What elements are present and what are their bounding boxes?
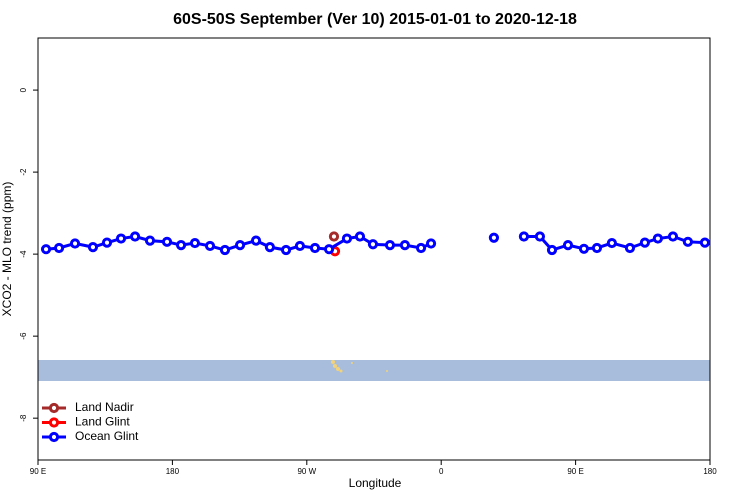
point <box>129 231 141 242</box>
point <box>518 231 530 242</box>
point <box>323 244 335 255</box>
point <box>639 237 650 248</box>
legend-label: Land Glint <box>75 415 130 429</box>
point <box>101 237 113 248</box>
point <box>189 237 201 249</box>
point <box>624 242 636 254</box>
point <box>578 243 590 254</box>
legend-label: Land Nadir <box>75 400 134 414</box>
point <box>682 236 693 247</box>
y-tick-label: -8 <box>19 414 28 422</box>
y-axis-label: XCO2 - MLO trend (ppm) <box>0 182 14 317</box>
point <box>175 240 187 251</box>
point <box>546 244 558 256</box>
y-tick-label: -2 <box>19 168 28 176</box>
x-tick-label: 90 E <box>30 467 46 476</box>
point <box>367 239 379 250</box>
map-land <box>331 360 388 373</box>
x-tick-label: 90 W <box>297 467 316 476</box>
plot-frame <box>37 37 711 461</box>
point <box>53 242 65 254</box>
point <box>69 238 81 249</box>
point <box>250 235 262 246</box>
point <box>294 240 306 252</box>
point <box>161 236 173 247</box>
point <box>341 233 353 244</box>
x-tick-label: 180 <box>703 467 717 476</box>
point <box>534 231 546 242</box>
point <box>667 231 679 242</box>
x-tick-label: 90 E <box>567 467 583 476</box>
point <box>204 240 216 252</box>
point <box>264 242 276 253</box>
x-axis-label: Longitude <box>349 476 402 490</box>
point <box>415 242 427 254</box>
point <box>606 237 617 249</box>
point <box>384 240 396 251</box>
legend-marker <box>48 402 60 414</box>
point <box>87 242 99 253</box>
point <box>562 240 574 251</box>
point <box>488 232 500 243</box>
y-tick-label: -4 <box>19 250 28 258</box>
point <box>40 244 52 255</box>
legend-marker <box>48 417 60 428</box>
point <box>652 233 663 244</box>
y-tick-label: 0 <box>19 87 28 92</box>
point <box>144 235 156 246</box>
point <box>234 240 246 251</box>
point <box>354 231 366 242</box>
point <box>399 240 411 251</box>
x-tick-label: 180 <box>166 467 180 476</box>
point <box>280 244 292 256</box>
point <box>309 242 321 254</box>
chart-title: 60S-50S September (Ver 10) 2015-01-01 to… <box>173 11 577 28</box>
x-tick-label: 0 <box>439 467 444 476</box>
point <box>115 233 127 244</box>
point <box>328 231 340 242</box>
point <box>699 237 711 248</box>
map-strip <box>38 360 710 381</box>
point <box>219 244 231 256</box>
point <box>591 242 603 254</box>
y-tick-label: -6 <box>19 332 28 340</box>
point <box>425 238 437 249</box>
legend-label: Ocean Glint <box>75 429 139 443</box>
legend-marker <box>48 431 60 443</box>
